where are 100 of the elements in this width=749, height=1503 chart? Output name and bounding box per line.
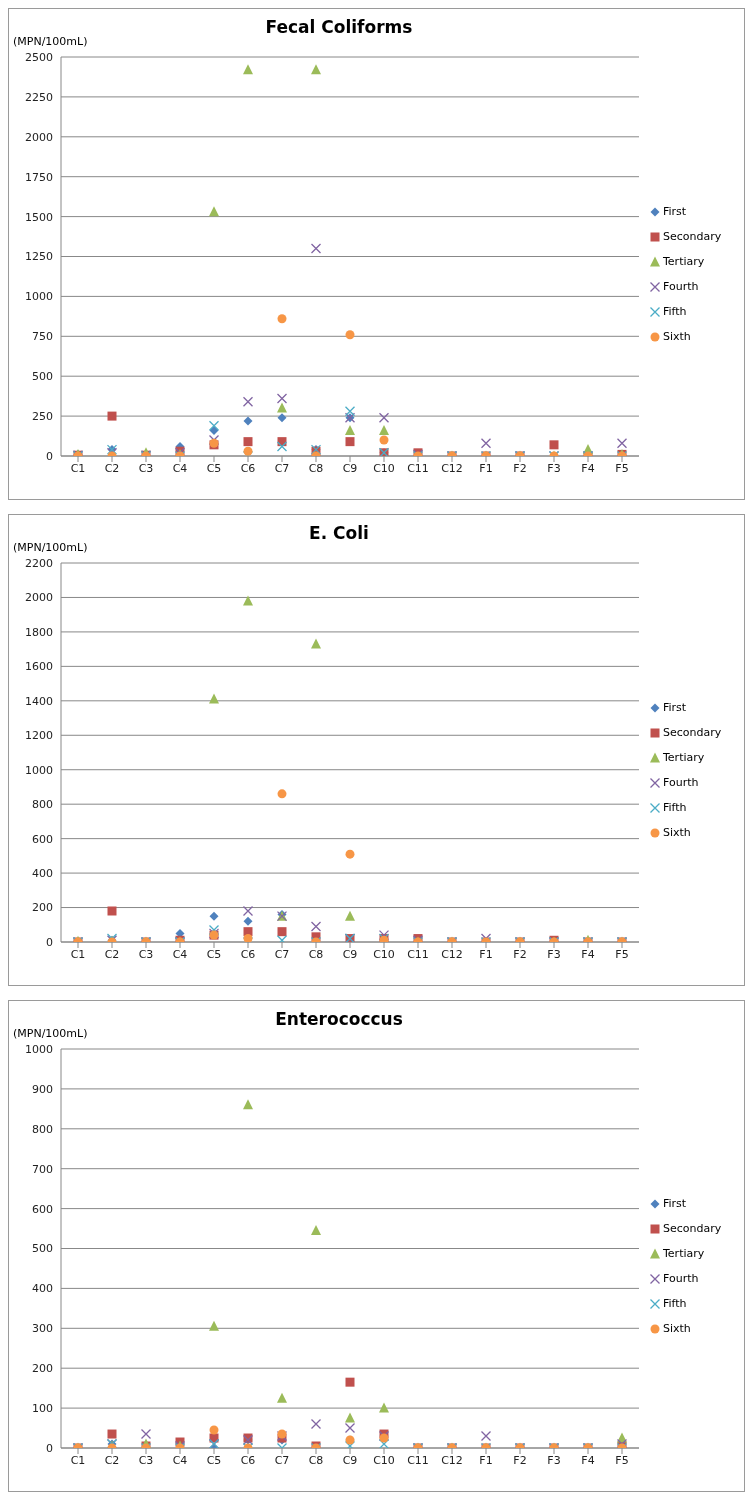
chart-title: Fecal Coliforms	[265, 17, 413, 37]
y-tick-label: 500	[32, 1242, 53, 1256]
x-tick-label: F1	[479, 1453, 493, 1467]
x-tick-label: C5	[206, 947, 222, 961]
x-tick-label: C11	[407, 947, 429, 961]
x-tick-label: C3	[138, 1453, 154, 1467]
legend-label: Secondary	[663, 230, 722, 243]
legend-label: Tertiary	[663, 1247, 705, 1260]
x-tick-label: F3	[547, 947, 561, 961]
y-tick-label: 1200	[25, 729, 53, 743]
y-tick-label: 300	[32, 1322, 53, 1336]
legend-label: Tertiary	[663, 751, 705, 764]
legend-label: Fifth	[663, 801, 687, 814]
y-tick-label: 2000	[25, 130, 53, 144]
x-tick-label: C7	[274, 1453, 290, 1467]
y-tick-label: 800	[32, 798, 53, 812]
x-tick-label: C8	[308, 461, 324, 475]
x-tick-label: C10	[373, 947, 395, 961]
y-tick-label: 2000	[25, 591, 53, 605]
x-tick-label: C4	[172, 1453, 188, 1467]
y-tick-label: 1500	[25, 210, 53, 224]
x-tick-label: C4	[172, 947, 188, 961]
x-tick-label: C2	[104, 461, 120, 475]
y-tick-label: 400	[32, 1282, 53, 1296]
legend-label: Fifth	[663, 1297, 687, 1310]
legend-label: First	[663, 205, 687, 218]
y-tick-label: 200	[32, 1362, 53, 1376]
legend-label: Fourth	[663, 776, 699, 789]
y-tick-label: 700	[32, 1162, 53, 1176]
x-tick-label: F3	[547, 1453, 561, 1467]
x-tick-label: C3	[138, 461, 154, 475]
chart-title: E. Coli	[309, 523, 369, 543]
y-tick-label: 1000	[25, 290, 53, 304]
legend-label: Secondary	[663, 1222, 722, 1235]
y-tick-label: 100	[32, 1402, 53, 1416]
y-tick-label: 2200	[25, 556, 53, 570]
y-tick-label: 600	[32, 832, 53, 846]
y-tick-label: 1800	[25, 625, 53, 639]
x-tick-label: C12	[441, 1453, 463, 1467]
x-tick-label: C6	[240, 947, 256, 961]
y-tick-label: 0	[46, 1441, 53, 1455]
legend-label: Fifth	[663, 305, 687, 318]
x-tick-label: C6	[240, 461, 256, 475]
x-tick-label: F3	[547, 461, 561, 475]
x-tick-label: C1	[70, 947, 86, 961]
y-tick-label: 600	[32, 1202, 53, 1216]
y-tick-label: 200	[32, 901, 53, 915]
x-tick-label: C5	[206, 461, 222, 475]
x-tick-label: F5	[615, 1453, 629, 1467]
y-axis-title: (MPN/100mL)	[13, 35, 88, 48]
y-tick-label: 2250	[25, 90, 53, 104]
x-tick-label: C9	[342, 461, 358, 475]
x-tick-label: C2	[104, 947, 120, 961]
chart-title: Enterococcus	[275, 1009, 403, 1029]
x-tick-label: C3	[138, 947, 154, 961]
y-tick-label: 800	[32, 1122, 53, 1136]
y-tick-label: 1000	[25, 763, 53, 777]
x-tick-label: C6	[240, 1453, 256, 1467]
y-tick-label: 1600	[25, 660, 53, 674]
x-tick-label: C4	[172, 461, 188, 475]
x-tick-label: C1	[70, 1453, 86, 1467]
y-tick-label: 1400	[25, 694, 53, 708]
x-tick-label: F5	[615, 461, 629, 475]
x-tick-label: F2	[513, 947, 527, 961]
legend-label: Fourth	[663, 1272, 699, 1285]
y-tick-label: 1750	[25, 170, 53, 184]
y-tick-label: 0	[46, 935, 53, 949]
x-tick-label: F4	[581, 1453, 595, 1467]
legend-label: Sixth	[663, 826, 691, 839]
x-tick-label: F2	[513, 461, 527, 475]
y-tick-label: 2500	[25, 50, 53, 64]
legend-label: Secondary	[663, 726, 722, 739]
legend-label: First	[663, 1197, 687, 1210]
x-tick-label: C11	[407, 1453, 429, 1467]
x-tick-label: C12	[441, 461, 463, 475]
x-tick-label: C5	[206, 1453, 222, 1467]
x-tick-label: C9	[342, 1453, 358, 1467]
x-tick-label: F4	[581, 947, 595, 961]
y-axis-title: (MPN/100mL)	[13, 1027, 88, 1040]
legend-label: Sixth	[663, 330, 691, 343]
x-tick-label: C8	[308, 1453, 324, 1467]
y-axis-title: (MPN/100mL)	[13, 541, 88, 554]
y-tick-label: 900	[32, 1082, 53, 1096]
x-tick-label: C10	[373, 1453, 395, 1467]
x-tick-label: C9	[342, 947, 358, 961]
x-tick-label: C2	[104, 1453, 120, 1467]
x-tick-label: C7	[274, 461, 290, 475]
x-tick-label: C10	[373, 461, 395, 475]
y-tick-label: 1250	[25, 250, 53, 264]
x-tick-label: C11	[407, 461, 429, 475]
x-tick-label: F2	[513, 1453, 527, 1467]
y-tick-label: 250	[32, 410, 53, 424]
y-tick-label: 0	[46, 449, 53, 463]
x-tick-label: C8	[308, 947, 324, 961]
x-tick-label: F4	[581, 461, 595, 475]
legend-label: Fourth	[663, 280, 699, 293]
y-tick-label: 1000	[25, 1042, 53, 1056]
y-tick-label: 400	[32, 867, 53, 880]
x-tick-label: F1	[479, 947, 493, 961]
y-tick-label: 750	[32, 330, 53, 344]
